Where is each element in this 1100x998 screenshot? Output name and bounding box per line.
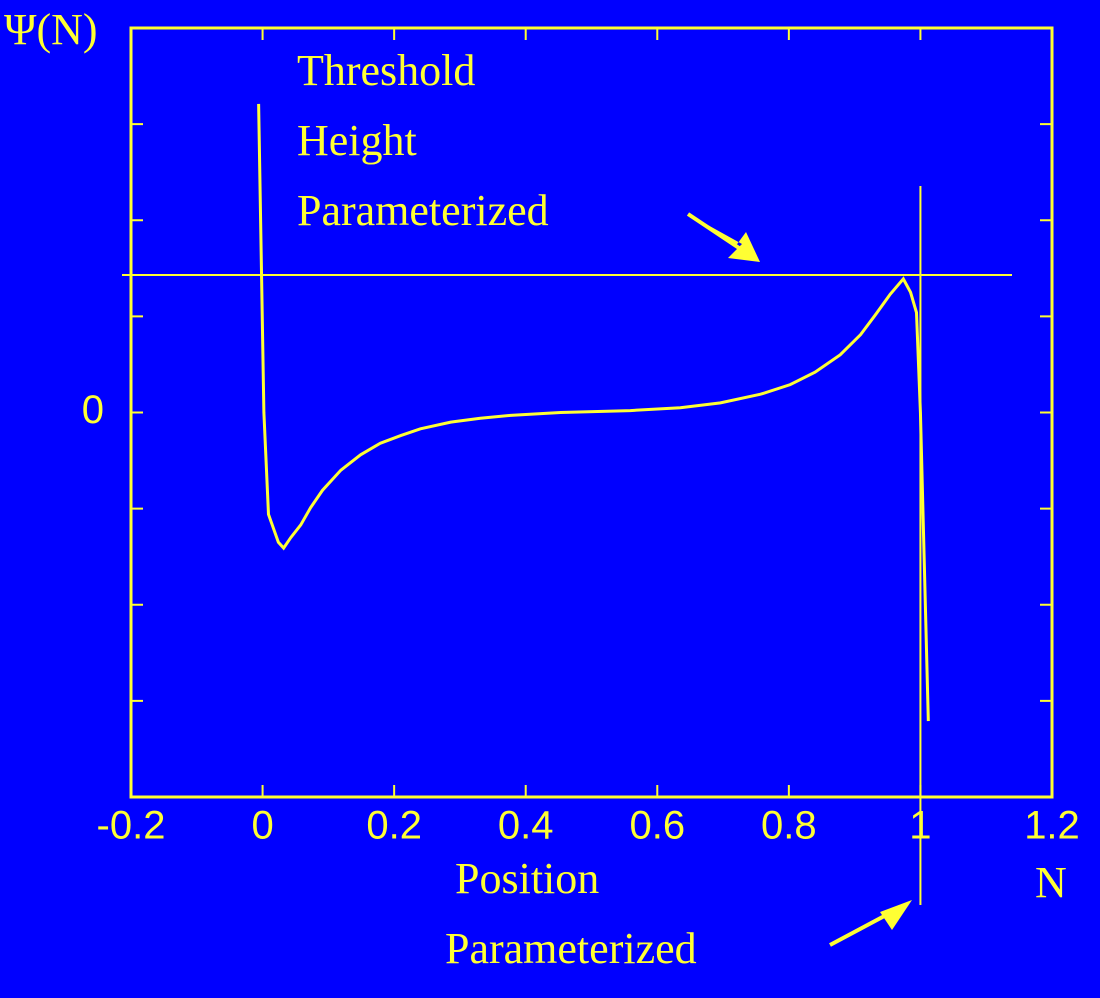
x-tick-label: 0.4 (498, 804, 554, 848)
x-tick-label: 0 (251, 804, 273, 848)
arrow-threshold-shaft (686, 212, 744, 252)
y-axis-label: Ψ(N) (4, 5, 98, 54)
annotation: Height (297, 116, 417, 165)
x-tick-label: 0.6 (629, 804, 685, 848)
x-tick-label: 0.2 (366, 804, 422, 848)
x-tick-label: 0.8 (761, 804, 817, 848)
x-tick-label: 1.2 (1024, 804, 1080, 848)
data-line (257, 103, 930, 722)
x-tick-label: -0.2 (97, 804, 166, 848)
annotation: Position (455, 854, 599, 903)
annotation: Parameterized (445, 924, 697, 973)
y-tick-label: 0 (82, 388, 104, 432)
arrow-position-shaft (829, 911, 891, 947)
annotation: Parameterized (297, 186, 549, 235)
annotation: Threshold (297, 46, 475, 95)
x-axis-label: N (1035, 858, 1067, 907)
arrow-position (880, 900, 912, 930)
